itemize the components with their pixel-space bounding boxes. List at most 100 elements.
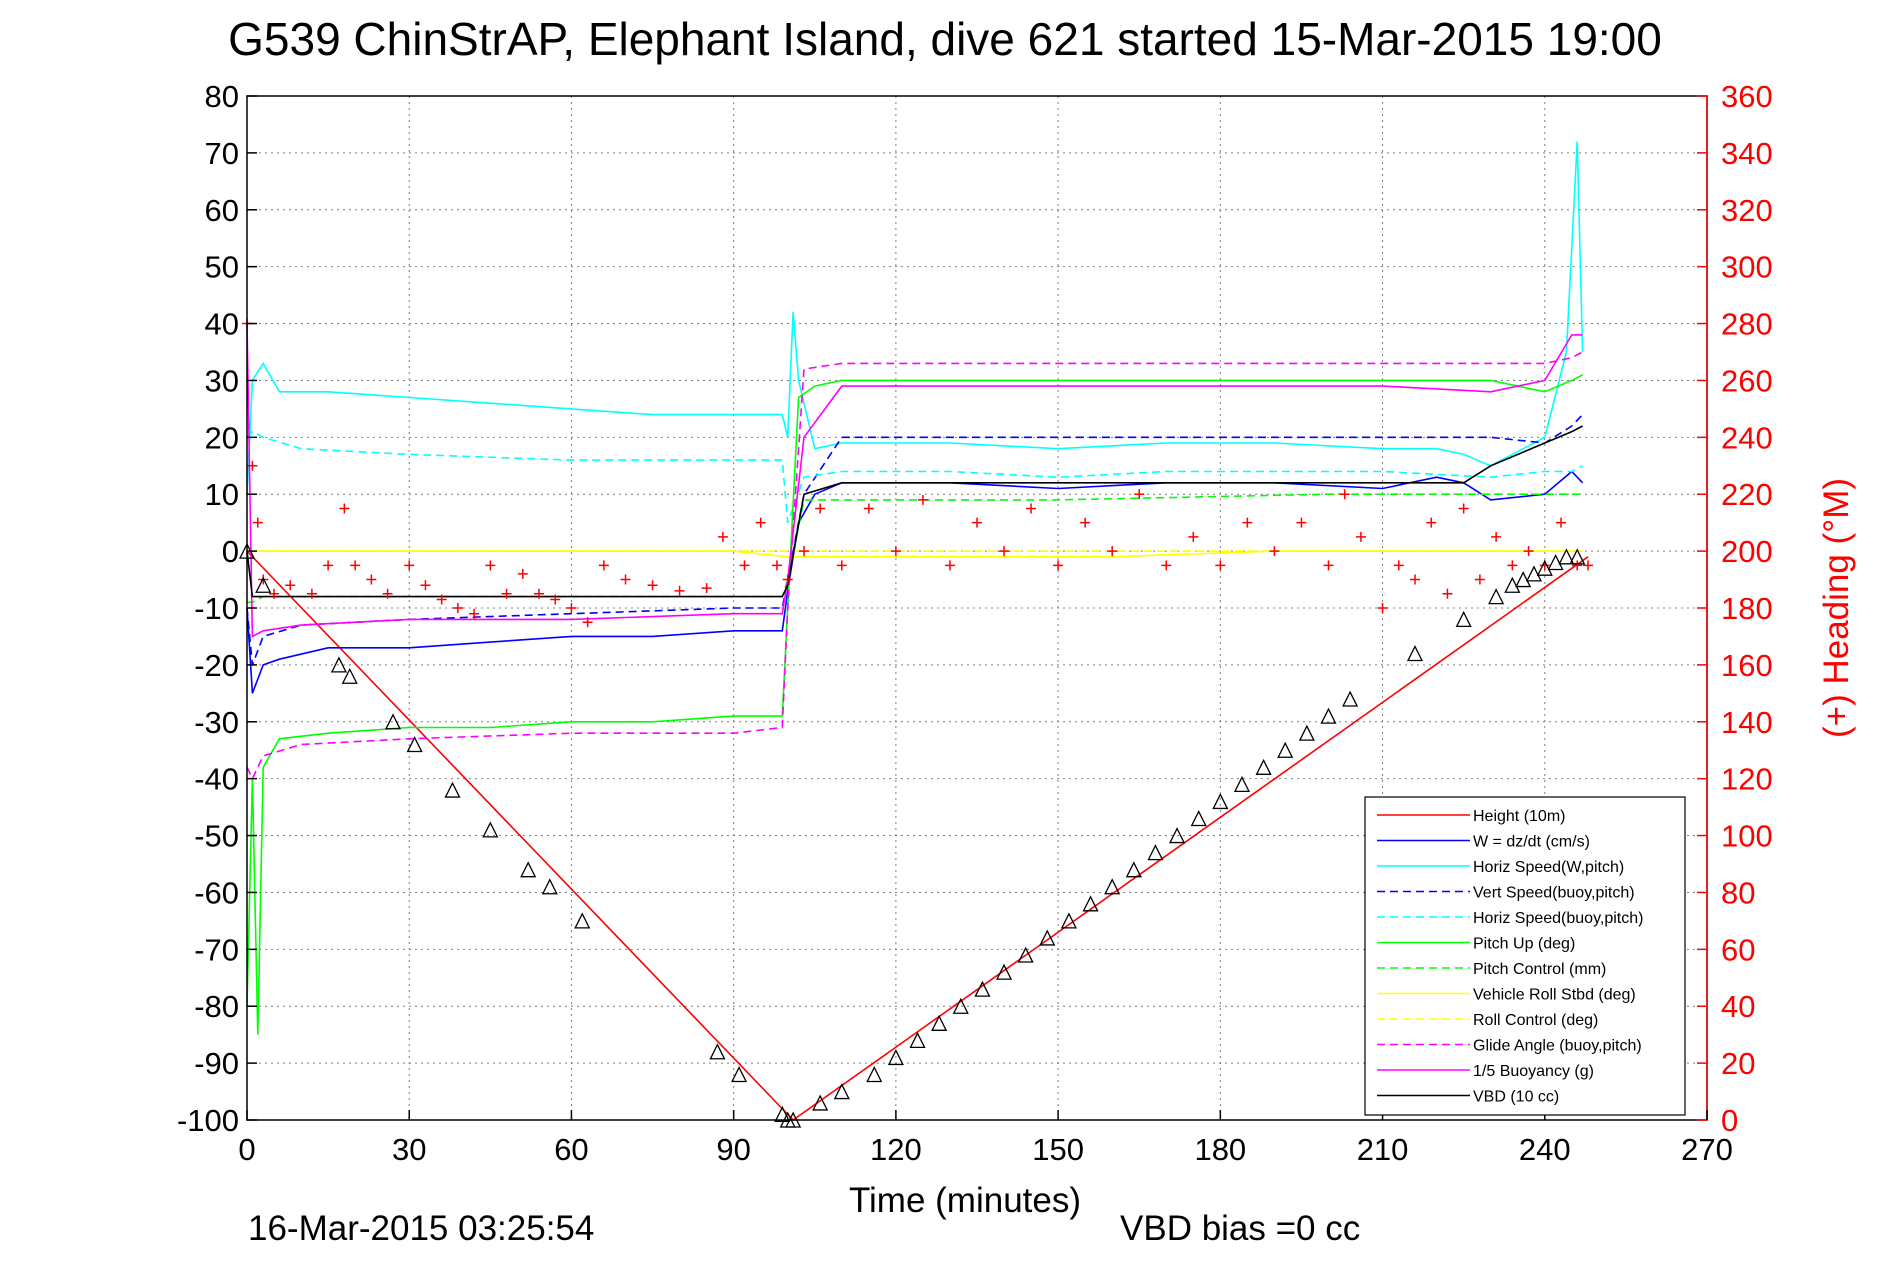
- chart-title: G539 ChinStrAP, Elephant Island, dive 62…: [228, 13, 1662, 65]
- height-marker: [406, 736, 423, 753]
- right-tick-label: 40: [1721, 989, 1755, 1024]
- right-axis-label: (+) Heading (°M): [1817, 478, 1856, 738]
- height-marker: [1125, 861, 1142, 878]
- y-tick-label: -80: [194, 989, 239, 1024]
- height-marker: [1536, 559, 1553, 576]
- y-tick-label: -70: [194, 932, 239, 967]
- y-tick-label: 30: [205, 363, 239, 398]
- heading-point: [323, 560, 334, 571]
- height-marker: [1147, 844, 1164, 861]
- y-tick-label: 50: [205, 250, 239, 285]
- heading-point: [1080, 517, 1091, 528]
- height-marker: [1255, 758, 1272, 775]
- heading-point: [1491, 531, 1502, 542]
- heading-point: [1556, 517, 1566, 528]
- right-tick-label: 280: [1721, 307, 1773, 342]
- series-line-1: [246, 470, 1584, 694]
- y-tick-label: 80: [205, 79, 239, 114]
- heading-point: [382, 588, 393, 599]
- ticks-x: 0 30 60 90 120 150 180 210 240 270: [238, 1110, 1733, 1167]
- legend-label: W = dz/dt (cm/s): [1473, 834, 1590, 851]
- ticks-right: 3603403203002802602402202001801601401201…: [1697, 79, 1773, 1138]
- y-tick-label: 0: [222, 534, 239, 569]
- height-marker: [1277, 741, 1294, 758]
- footer-vbd-bias: VBD bias =0 cc: [1120, 1209, 1360, 1248]
- heading-point: [647, 580, 658, 591]
- height-marker: [520, 861, 537, 878]
- height-marker: [709, 1043, 726, 1060]
- height-marker: [1190, 810, 1207, 827]
- heading-point: [1572, 560, 1583, 571]
- y-tick-label: 20: [205, 420, 239, 455]
- right-tick-label: 120: [1721, 762, 1773, 797]
- heading-point: [501, 588, 512, 599]
- height-marker: [1547, 554, 1564, 571]
- heading-point: [917, 494, 928, 505]
- heading-point: [420, 580, 431, 591]
- heading-point: [404, 560, 415, 571]
- legend-label: Horiz Speed(W,pitch): [1473, 859, 1624, 876]
- height-marker: [1525, 565, 1543, 582]
- heading-point: [247, 460, 258, 471]
- heading-point: [701, 583, 712, 594]
- height-marker: [1455, 610, 1472, 628]
- heading-point: [1323, 560, 1334, 571]
- right-tick-label: 60: [1721, 932, 1755, 967]
- y-tick-label: 10: [205, 477, 239, 512]
- height-marker: [1212, 792, 1229, 810]
- heading-point: [1026, 503, 1037, 514]
- x-tick-label: 60: [554, 1132, 588, 1167]
- heading-point: [306, 588, 317, 599]
- height-marker: [1169, 827, 1186, 844]
- legend-label: Pitch Up (deg): [1473, 936, 1575, 953]
- right-tick-label: 160: [1721, 648, 1773, 683]
- height-marker: [1082, 895, 1099, 912]
- series-line-10: [246, 323, 1583, 638]
- heading-point: [1523, 546, 1534, 557]
- right-tick-label: 320: [1721, 193, 1773, 228]
- height-marker: [482, 821, 499, 838]
- heading-point: [1053, 560, 1064, 571]
- series-line-11: [246, 425, 1583, 598]
- x-tick-label: 30: [392, 1132, 426, 1167]
- height-marker: [995, 963, 1013, 980]
- height-marker: [1039, 929, 1056, 946]
- heading-point: [674, 585, 685, 596]
- height-marker: [974, 980, 991, 997]
- heading-point: [1507, 560, 1518, 571]
- heading-point: [517, 568, 528, 579]
- heading-point: [863, 503, 874, 514]
- heading-point: [269, 588, 280, 599]
- x-tick-label: 120: [870, 1132, 922, 1167]
- heading-point: [1426, 517, 1437, 528]
- heading-point: [771, 560, 782, 571]
- height-marker: [574, 912, 591, 929]
- series-line-9: [246, 351, 1583, 781]
- height-marker: [255, 576, 272, 593]
- y-tick-label: -20: [194, 648, 239, 683]
- height-marker: [1515, 571, 1532, 588]
- x-tick-label: 210: [1357, 1132, 1409, 1167]
- height-marker: [444, 781, 461, 798]
- series-line-6: [247, 493, 1583, 604]
- height-marker: [887, 1048, 904, 1066]
- y-tick-label: -60: [194, 875, 239, 910]
- right-tick-label: 300: [1721, 250, 1773, 285]
- legend-box: [1364, 796, 1686, 1116]
- heading-point: [366, 574, 377, 585]
- heading-point: [534, 588, 544, 599]
- heading-point: [566, 603, 577, 613]
- y-tick-label: -10: [194, 591, 239, 626]
- heading-point: [782, 574, 793, 585]
- heading-point: [944, 560, 955, 571]
- right-tick-label: 180: [1721, 591, 1773, 626]
- heading-point: [1583, 560, 1594, 571]
- legend: Height (10m) W = dz/dt (cm/s) Horiz Speed(…: [1364, 796, 1686, 1116]
- heading-point: [469, 608, 480, 619]
- height-marker: [1104, 878, 1121, 895]
- heading-point: [1393, 560, 1404, 571]
- y-tick-label: 70: [205, 136, 239, 171]
- heading-point: [1134, 489, 1145, 500]
- heading-point: [452, 603, 463, 613]
- right-tick-label: 240: [1721, 420, 1773, 455]
